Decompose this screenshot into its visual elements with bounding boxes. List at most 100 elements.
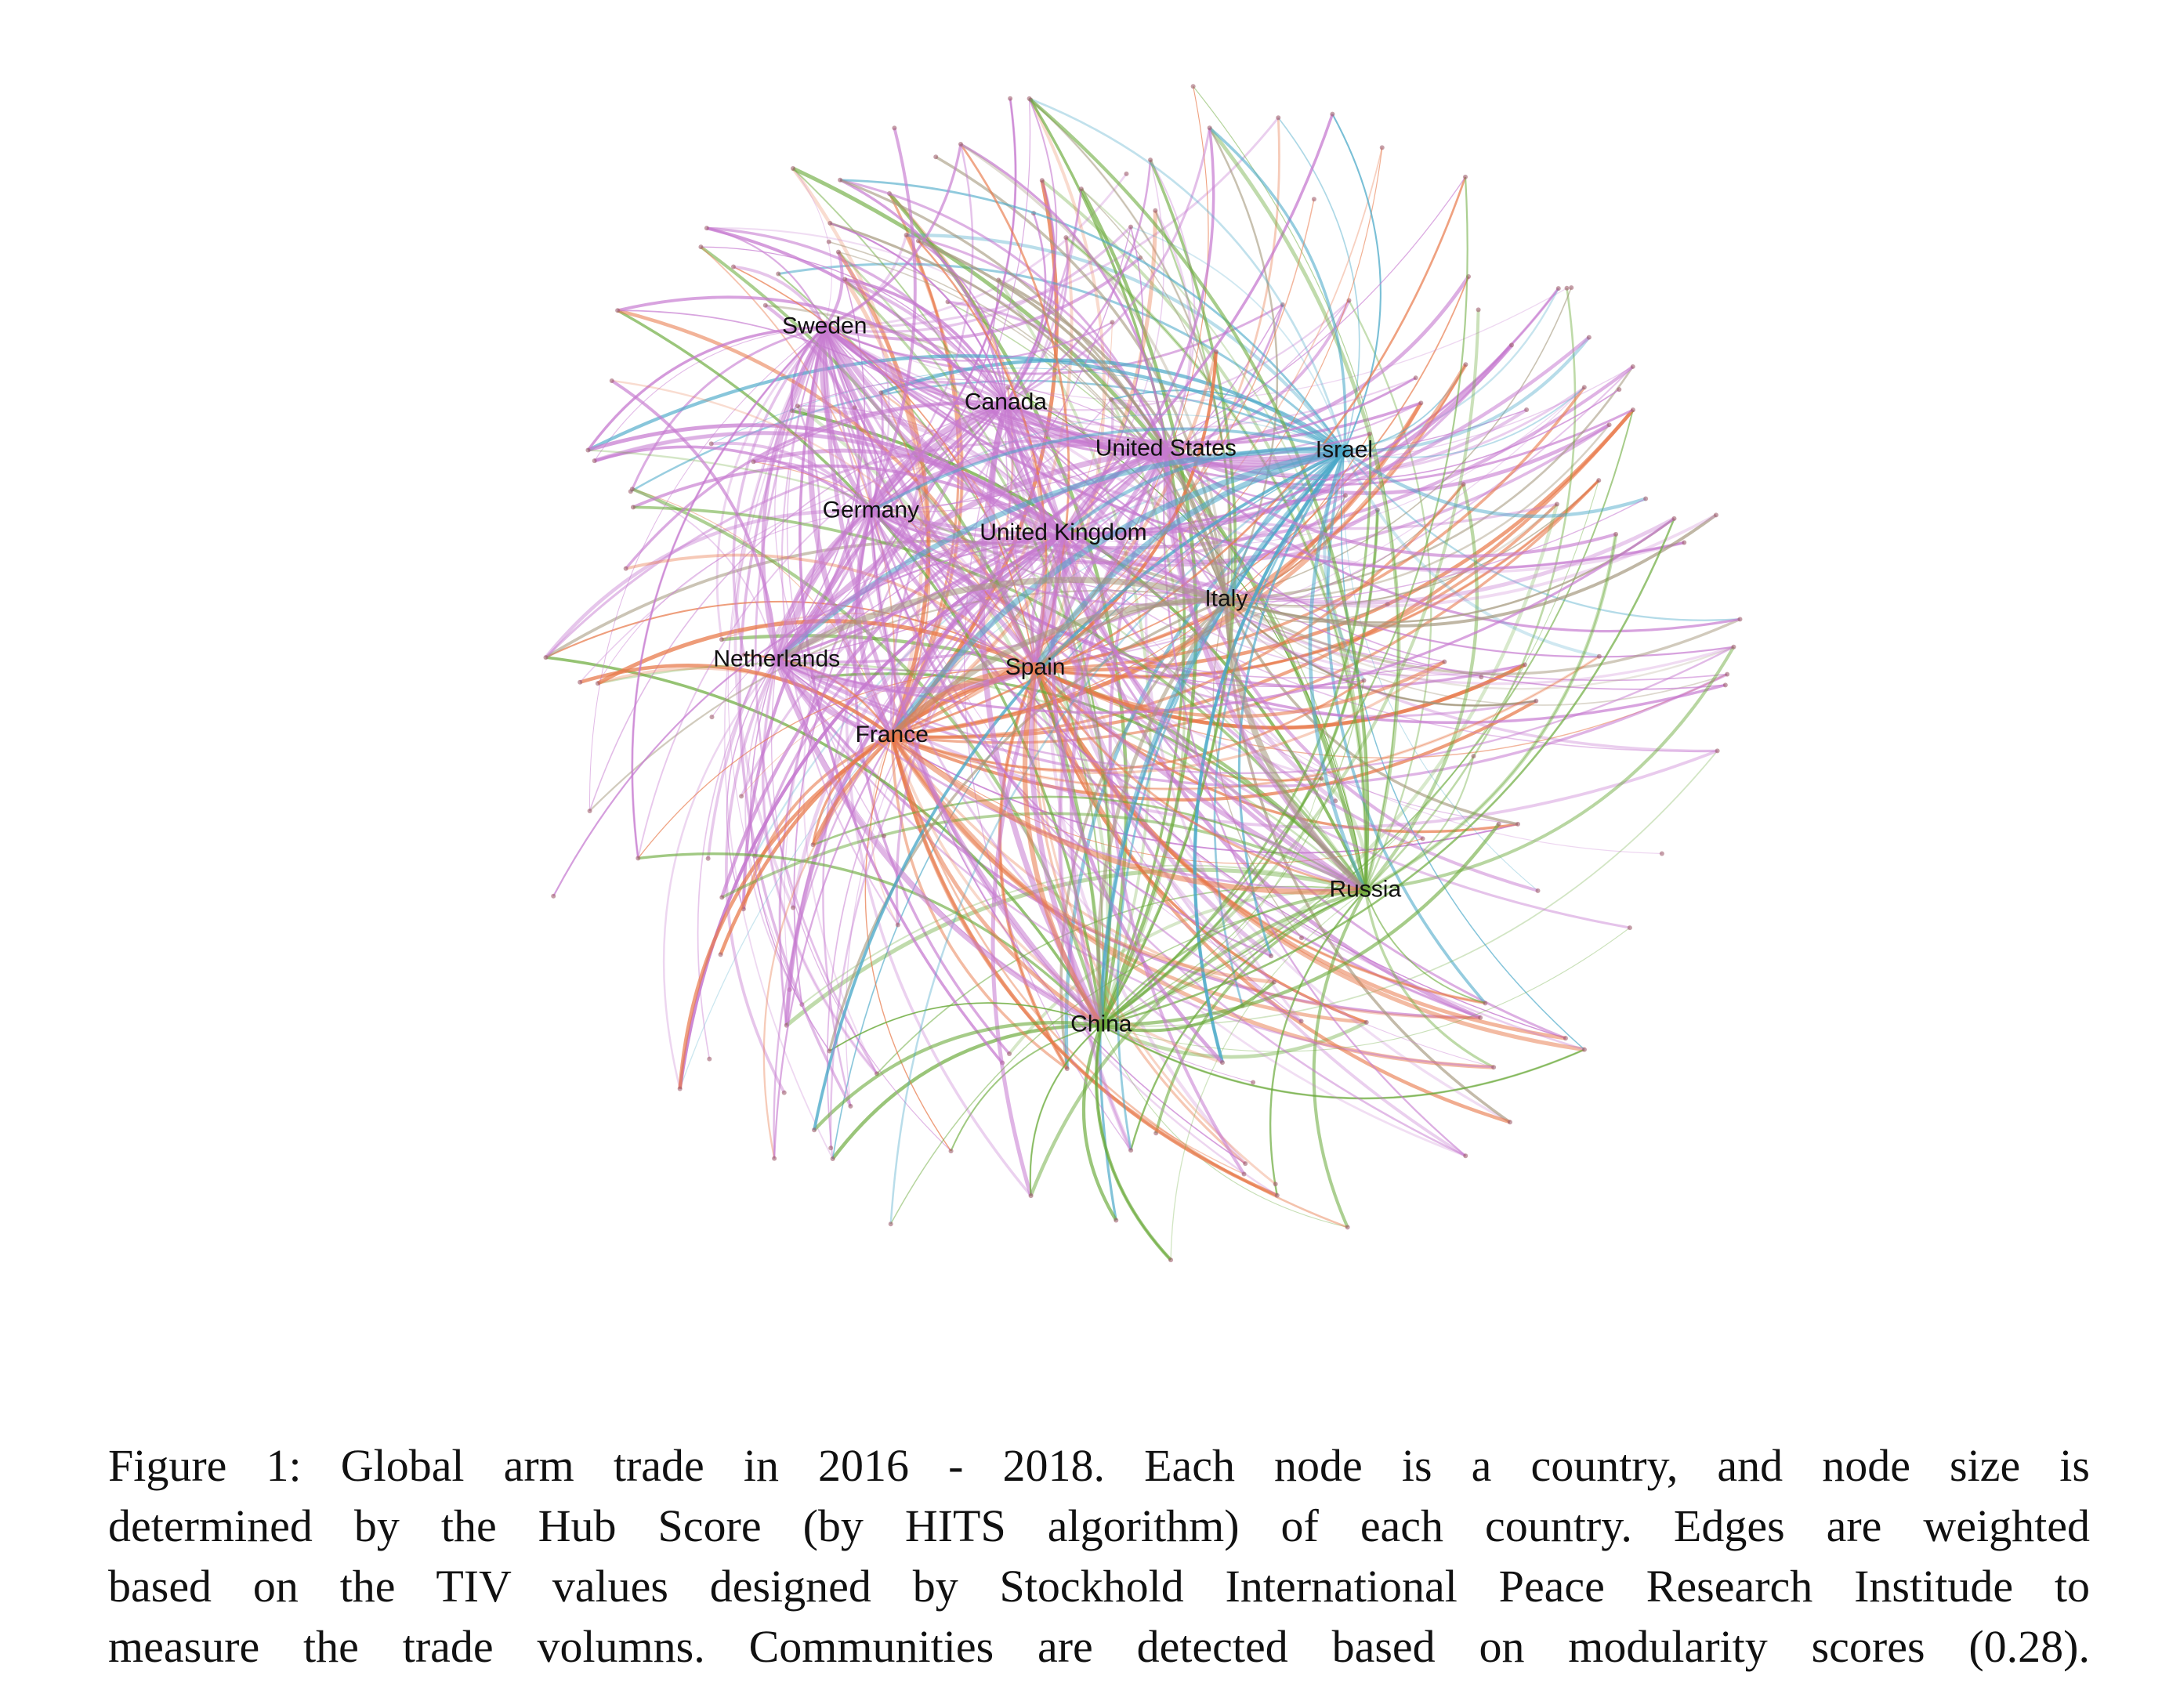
node — [595, 681, 600, 686]
node — [629, 487, 635, 492]
node — [1682, 540, 1687, 545]
caption-line: measure the trade volumns. Communities a… — [108, 1621, 2090, 1672]
edge — [890, 736, 1068, 1070]
node — [781, 1090, 787, 1095]
edge — [1364, 534, 1617, 892]
node — [1659, 851, 1664, 856]
node — [751, 459, 756, 465]
node — [1524, 407, 1530, 412]
edge — [775, 577, 1227, 663]
node — [1535, 888, 1541, 893]
node — [1737, 617, 1743, 622]
edge — [774, 659, 1103, 1028]
edge — [1226, 366, 1634, 601]
edge — [890, 735, 1481, 1019]
edge — [1363, 483, 1479, 892]
node — [1564, 285, 1570, 291]
node — [892, 125, 897, 131]
node — [1617, 387, 1622, 393]
node — [615, 308, 621, 313]
edge — [1343, 450, 1740, 621]
edge — [813, 795, 1366, 892]
edge — [824, 327, 1302, 1022]
node — [630, 505, 636, 510]
edge — [855, 510, 894, 737]
node — [882, 833, 887, 838]
node-label: Netherlands — [713, 646, 840, 671]
node — [1280, 302, 1285, 307]
edge — [1342, 450, 1600, 658]
node — [1581, 385, 1587, 390]
edge — [1193, 85, 1399, 891]
edge — [1226, 287, 1572, 601]
node — [1124, 171, 1129, 176]
node — [1078, 186, 1084, 192]
edge — [824, 321, 1113, 362]
hub-node — [818, 320, 831, 334]
edge — [798, 327, 1004, 1064]
edge — [1028, 533, 1104, 1026]
edge — [742, 734, 893, 910]
edge — [631, 326, 826, 859]
edge — [631, 326, 825, 490]
node — [1148, 157, 1153, 163]
edge — [726, 660, 777, 910]
edge — [844, 277, 1065, 534]
edge — [1030, 99, 1231, 600]
edge — [611, 379, 1037, 669]
node — [895, 922, 900, 928]
edge — [1005, 98, 1058, 403]
node — [1478, 1015, 1483, 1020]
edge — [774, 658, 893, 739]
edge — [725, 659, 786, 1094]
node — [1442, 659, 1447, 664]
edge — [719, 667, 1036, 956]
edge — [1061, 534, 1273, 958]
node — [1586, 335, 1592, 340]
node — [826, 239, 831, 244]
edge — [1363, 890, 1494, 1069]
node — [1207, 125, 1212, 131]
edge — [545, 656, 1103, 1026]
edge — [587, 326, 825, 451]
edge — [1005, 299, 1350, 411]
edge — [1226, 503, 1558, 609]
edge — [1110, 389, 1345, 452]
edge — [1005, 402, 1685, 574]
edge — [1063, 513, 1717, 608]
edge — [1029, 97, 1345, 451]
node — [551, 893, 556, 899]
node — [948, 1149, 954, 1154]
node — [1367, 431, 1372, 436]
hub-node — [1056, 527, 1070, 541]
edge — [892, 483, 1465, 739]
node — [1114, 1218, 1119, 1223]
node — [772, 1156, 777, 1161]
edge — [1030, 1024, 1102, 1196]
edge — [1034, 660, 1446, 718]
node — [1241, 1171, 1247, 1177]
edge — [822, 402, 1007, 1107]
edge — [891, 736, 1244, 1175]
node — [1063, 235, 1069, 241]
edge — [840, 179, 1345, 452]
edge — [1116, 450, 1345, 1151]
edge — [824, 326, 1421, 447]
edge — [891, 679, 1365, 772]
node — [1213, 349, 1219, 354]
edge — [1004, 402, 1367, 892]
node-label: Israel — [1316, 436, 1373, 462]
edge — [843, 278, 930, 737]
caption-line: Figure 1: Global arm trade in 2016 - 201… — [108, 1440, 2090, 1491]
node — [1153, 208, 1158, 213]
node — [790, 165, 795, 171]
edge — [777, 344, 1513, 664]
node — [1039, 178, 1045, 183]
node — [1725, 671, 1730, 677]
node — [915, 238, 921, 244]
edge — [1005, 237, 1069, 404]
node — [677, 1086, 683, 1091]
edge — [839, 179, 1008, 403]
edge — [1095, 1025, 1172, 1261]
node — [1491, 1065, 1497, 1070]
